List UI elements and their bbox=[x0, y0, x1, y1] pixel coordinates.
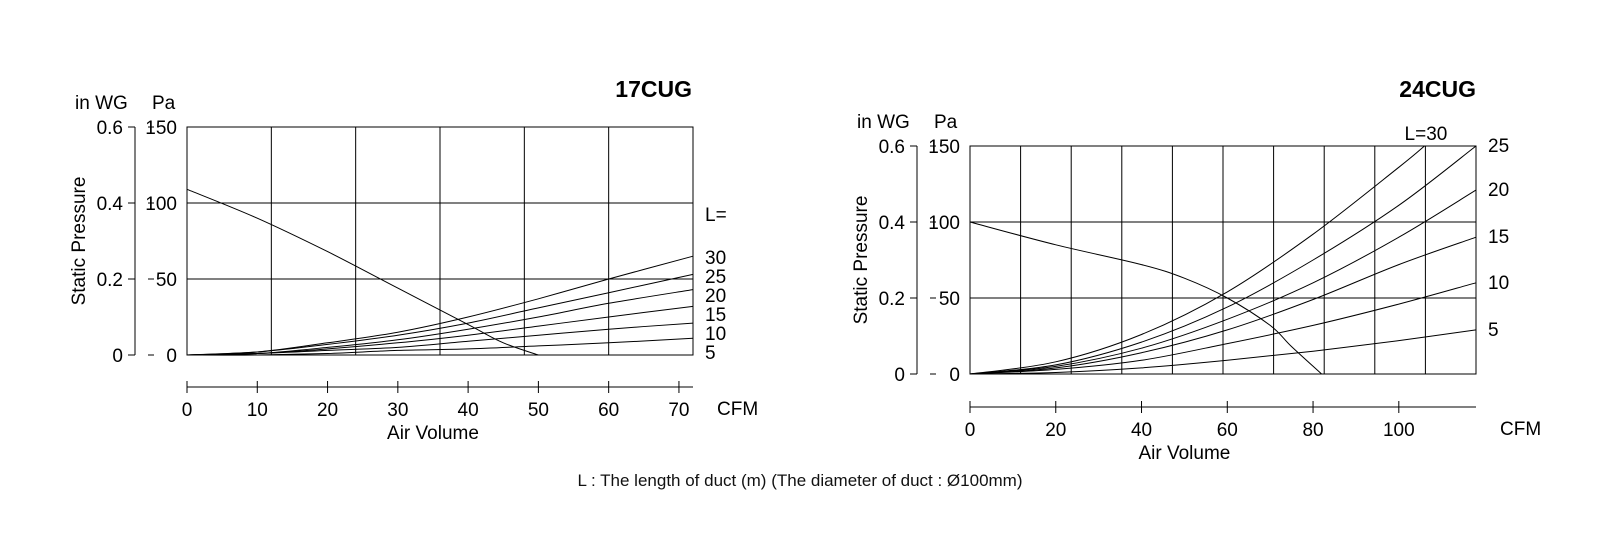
x-tick-label: 20 bbox=[317, 400, 338, 421]
x-tick-label: 70 bbox=[668, 400, 689, 421]
y-unit-inwg: in WG bbox=[857, 112, 910, 133]
y-tick-label-inwg: 0.4 bbox=[97, 194, 124, 215]
x-tick-label: 20 bbox=[1045, 420, 1066, 441]
chart-title: 24CUG bbox=[1399, 76, 1476, 102]
y-tick-label-inwg: 0 bbox=[112, 346, 123, 367]
series-label: 25 bbox=[705, 267, 726, 288]
fan-curve bbox=[969, 221, 1322, 375]
x-unit-label: CFM bbox=[1500, 419, 1541, 440]
x-tick-label: 80 bbox=[1302, 420, 1323, 441]
x-tick-label: 10 bbox=[247, 400, 268, 421]
y-tick-label-pa: 150 bbox=[145, 118, 177, 139]
x-tick-label: 100 bbox=[1383, 420, 1415, 441]
duct-curve bbox=[969, 145, 1477, 375]
y-tick-label-inwg: 0.2 bbox=[879, 289, 905, 310]
x-tick-label: 40 bbox=[458, 400, 479, 421]
x-unit-label: CFM bbox=[717, 399, 758, 420]
series-label: 20 bbox=[1488, 180, 1509, 201]
y-tick-label-inwg: 0.6 bbox=[879, 137, 905, 158]
y-tick-label-pa: 0 bbox=[949, 365, 960, 386]
series-label: 10 bbox=[705, 324, 726, 345]
y-axis-label: Static Pressure bbox=[851, 196, 872, 325]
chart-title: 17CUG bbox=[615, 76, 692, 102]
series-label: 10 bbox=[1488, 273, 1509, 294]
duct-curve bbox=[969, 282, 1477, 375]
x-tick-label: 60 bbox=[598, 400, 619, 421]
series-label: 15 bbox=[1488, 227, 1509, 248]
series-label: 5 bbox=[1488, 320, 1499, 341]
y-unit-pa: Pa bbox=[152, 93, 176, 114]
y-tick-label-pa: 100 bbox=[145, 194, 177, 215]
series-label: 15 bbox=[705, 305, 726, 326]
y-tick-label-inwg: 0 bbox=[894, 365, 905, 386]
series-label: 20 bbox=[705, 286, 726, 307]
duct-curve bbox=[186, 273, 694, 356]
x-axis-label: Air Volume bbox=[387, 423, 479, 444]
y-tick-label-inwg: 0.2 bbox=[97, 270, 123, 291]
x-tick-label: 60 bbox=[1217, 420, 1238, 441]
duct-curve bbox=[969, 189, 1477, 375]
y-tick-label-inwg: 0.4 bbox=[879, 213, 906, 234]
x-tick-label: 50 bbox=[528, 400, 549, 421]
duct-curve bbox=[186, 322, 694, 356]
duct-curve bbox=[969, 329, 1477, 375]
y-tick-label-pa: 0 bbox=[166, 346, 177, 367]
y-tick-label-inwg: 0.6 bbox=[97, 118, 123, 139]
series-label: 5 bbox=[705, 343, 716, 364]
x-tick-label: 0 bbox=[965, 420, 976, 441]
y-tick-label-pa: 50 bbox=[156, 270, 177, 291]
y-axis-label: Static Pressure bbox=[69, 177, 90, 306]
series-label-prefix: L= bbox=[705, 205, 727, 226]
duct-curve bbox=[186, 337, 694, 356]
y-unit-pa: Pa bbox=[934, 112, 958, 133]
duct-caption: L : The length of duct (m) (The diameter… bbox=[577, 471, 1022, 490]
series-label: 30 bbox=[705, 248, 726, 269]
series-label: L=30 bbox=[1405, 124, 1448, 145]
y-unit-inwg: in WG bbox=[75, 93, 128, 114]
x-axis-label: Air Volume bbox=[1138, 443, 1230, 464]
y-tick-label-pa: 50 bbox=[939, 289, 960, 310]
y-tick-label-pa: 150 bbox=[928, 137, 960, 158]
x-tick-label: 30 bbox=[387, 400, 408, 421]
duct-curve bbox=[969, 236, 1477, 375]
duct-curve bbox=[969, 145, 1425, 375]
x-tick-label: 40 bbox=[1131, 420, 1152, 441]
series-label: 25 bbox=[1488, 136, 1509, 157]
fan-curve bbox=[186, 188, 539, 356]
x-tick-label: 0 bbox=[182, 400, 193, 421]
y-tick-label-pa: 100 bbox=[928, 213, 960, 234]
